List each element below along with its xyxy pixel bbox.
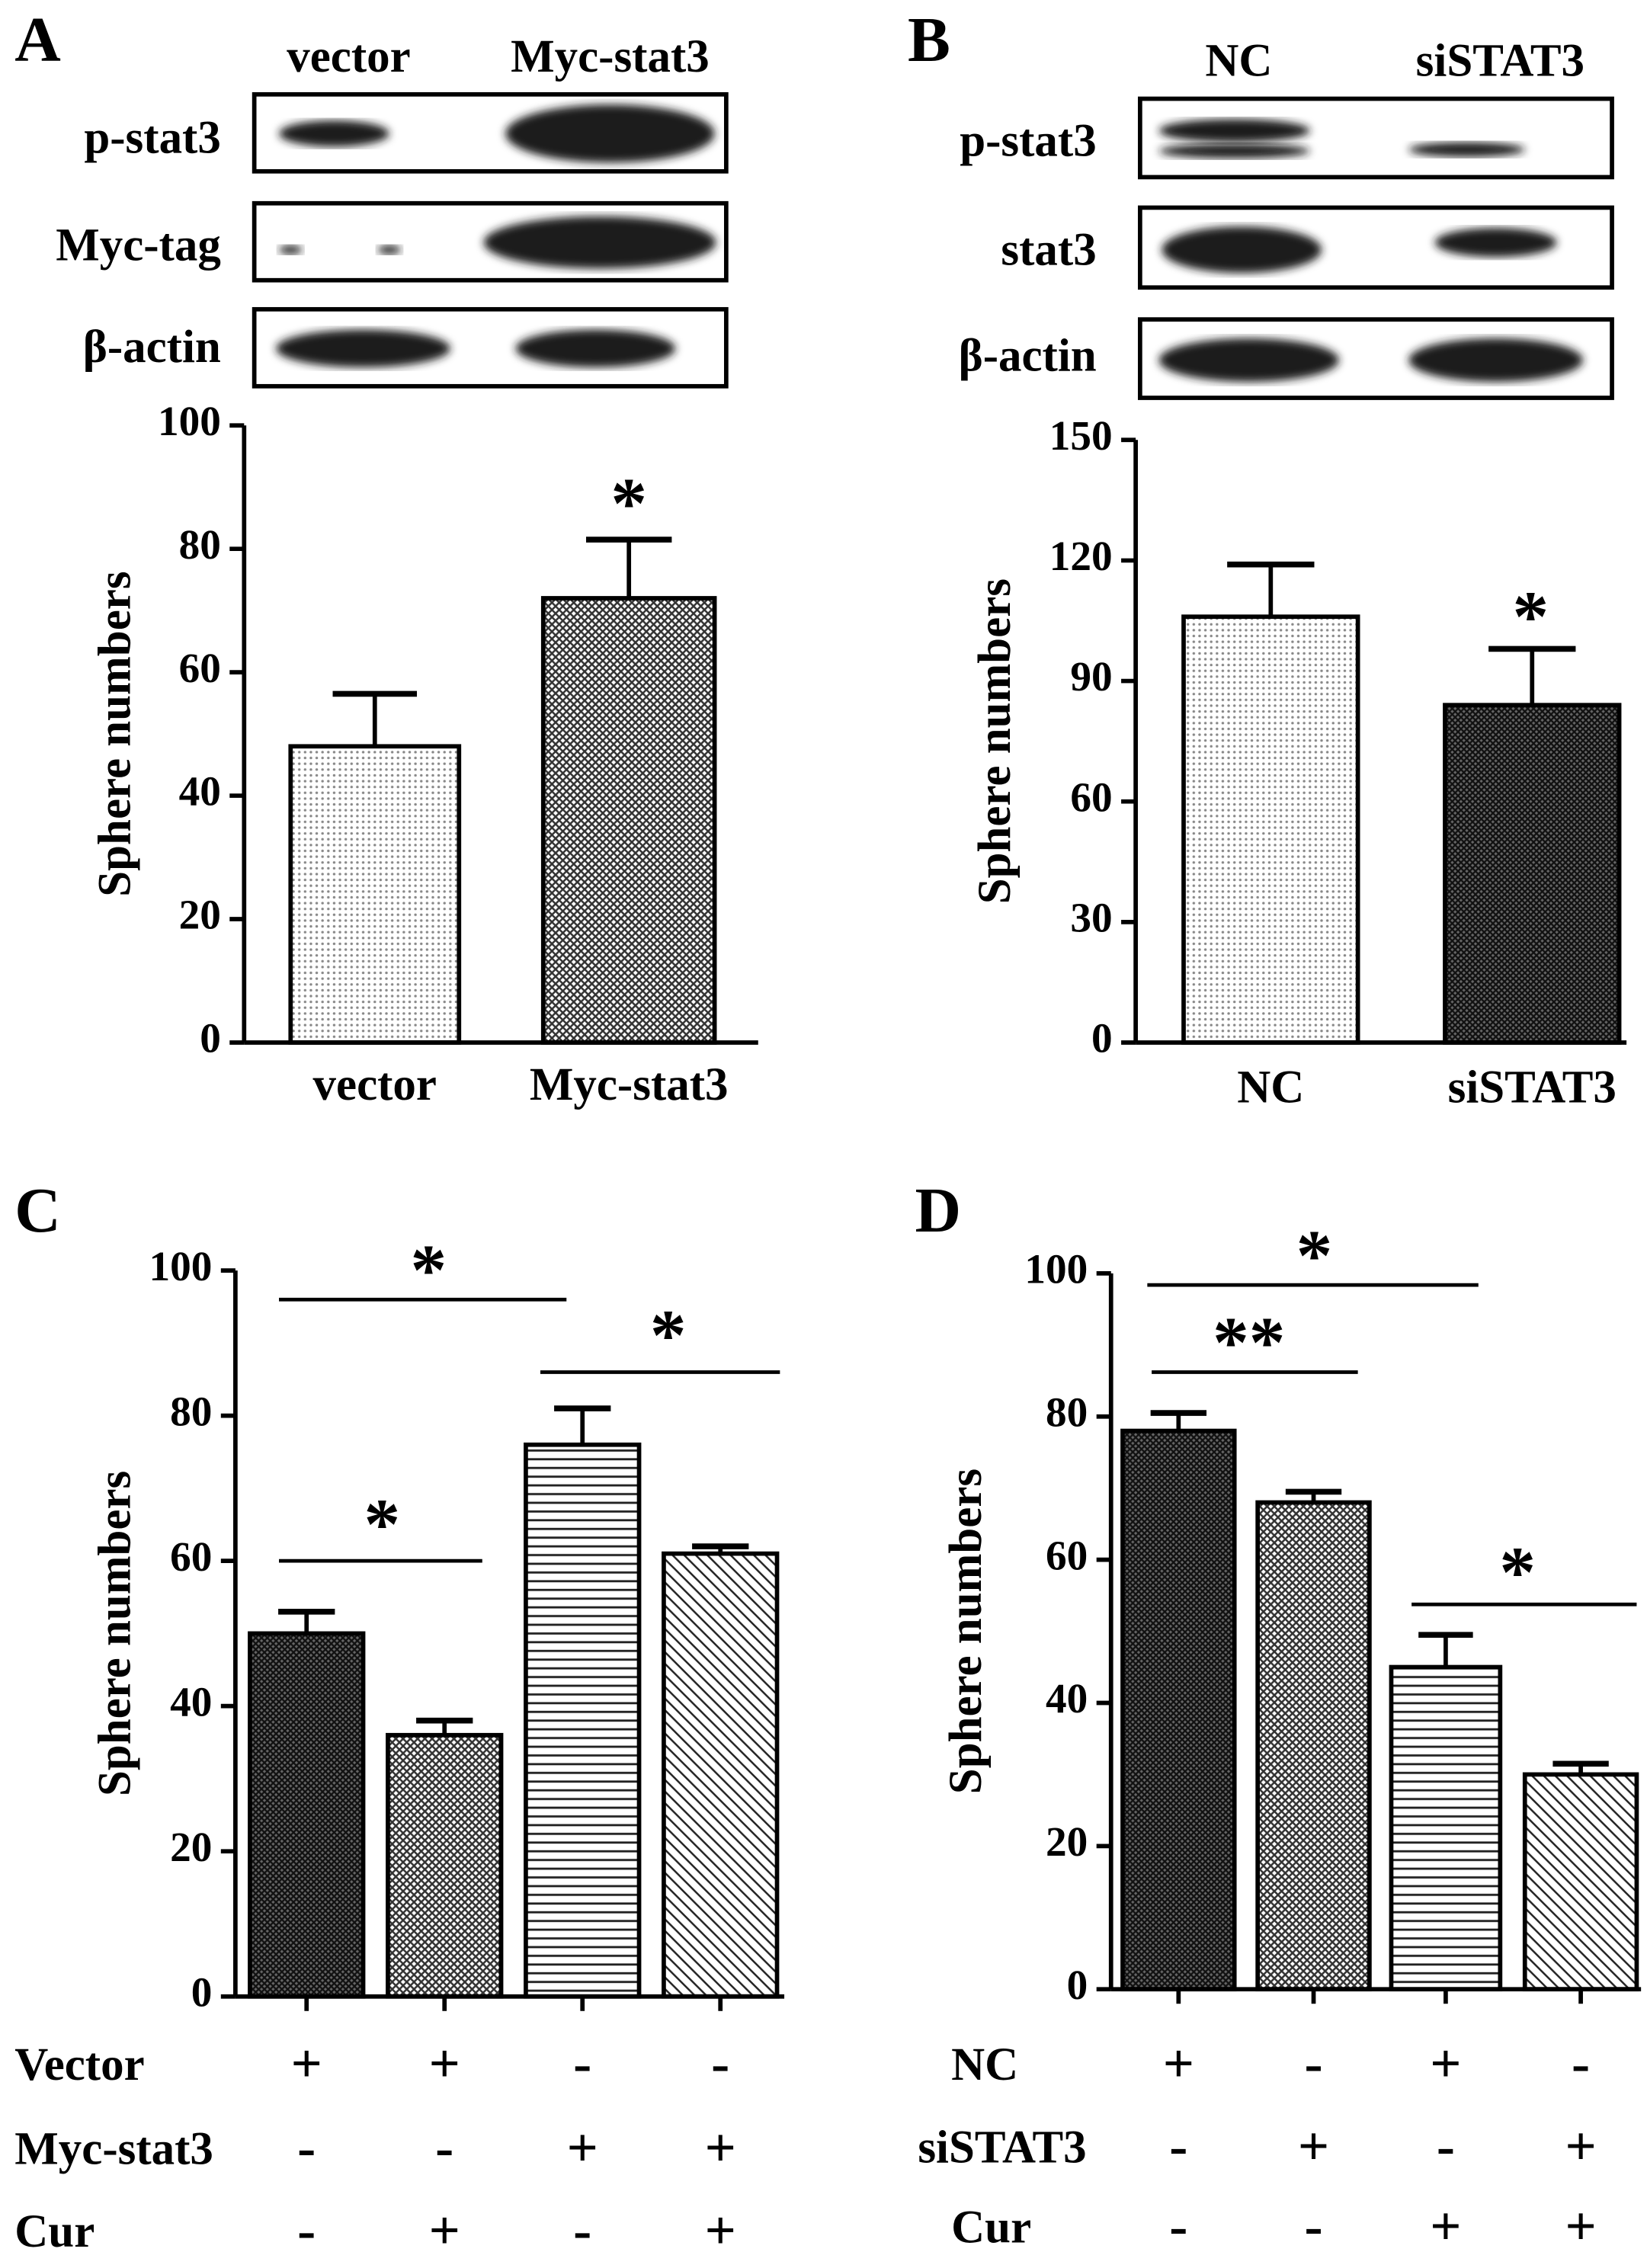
y-tick-label: 20: [170, 1824, 212, 1870]
condition-sign: -: [435, 2116, 453, 2178]
y-tick-label: 0: [191, 1968, 213, 2015]
bar: [1443, 703, 1622, 1045]
significance-mark: *: [610, 463, 647, 544]
condition-sign: -: [1304, 2195, 1322, 2257]
condition-label: Cur: [951, 2202, 1031, 2253]
condition-sign: -: [573, 2199, 591, 2261]
row-label: β-actin: [83, 322, 221, 373]
lane-label: siSTAT3: [1416, 36, 1585, 87]
bar: [1522, 1772, 1639, 1992]
condition-sign: +: [429, 2033, 460, 2094]
y-tick-label: 60: [179, 645, 221, 691]
bar: [540, 596, 717, 1045]
y-tick-label: 100: [1024, 1246, 1088, 1293]
panel-letter: B: [908, 5, 950, 75]
panel-letter: A: [14, 5, 61, 75]
bar: [1181, 614, 1360, 1045]
y-tick-label: 100: [149, 1243, 213, 1289]
bar: [386, 1732, 504, 1999]
condition-sign: -: [1304, 2033, 1322, 2094]
condition-sign: -: [1572, 2033, 1590, 2094]
condition-sign: -: [1169, 2115, 1187, 2177]
y-tick-label: 60: [1070, 774, 1112, 820]
bar: [248, 1631, 366, 1999]
condition-sign: +: [1298, 2115, 1329, 2177]
condition-sign: +: [1565, 2115, 1596, 2177]
y-tick-label: 40: [179, 768, 221, 815]
y-tick-label: 90: [1070, 653, 1112, 700]
y-tick-label: 40: [1046, 1675, 1088, 1722]
y-tick-label: 80: [170, 1388, 212, 1434]
bar: [524, 1442, 642, 1999]
bar: [1389, 1664, 1503, 1992]
condition-sign: +: [1565, 2195, 1596, 2257]
y-tick-label: 60: [1046, 1532, 1088, 1578]
condition-sign: +: [1430, 2195, 1461, 2257]
row-label: p-stat3: [84, 113, 220, 164]
condition-sign: -: [297, 2199, 316, 2261]
x-tick-label: NC: [1237, 1062, 1304, 1113]
condition-sign: +: [705, 2116, 736, 2178]
significance-mark: *: [364, 1484, 400, 1565]
bar: [1120, 1428, 1237, 1992]
condition-label: Myc-stat3: [14, 2123, 213, 2174]
lane-label: NC: [1205, 36, 1272, 87]
condition-label: NC: [951, 2039, 1018, 2090]
condition-sign: -: [1169, 2195, 1187, 2257]
y-axis-label: Sphere numbers: [89, 1471, 140, 1796]
y-axis-label: Sphere numbers: [969, 578, 1021, 904]
significance-mark: *: [1296, 1215, 1333, 1296]
condition-label: Cur: [14, 2206, 95, 2257]
bar: [1255, 1500, 1372, 1992]
x-tick-label: vector: [313, 1059, 437, 1110]
y-tick-label: 0: [1091, 1015, 1113, 1062]
condition-sign: -: [573, 2033, 591, 2094]
y-tick-label: 80: [179, 521, 221, 568]
y-tick-label: 20: [1046, 1818, 1088, 1865]
significance-mark: *: [1499, 1532, 1536, 1613]
lane-label: vector: [287, 31, 410, 82]
y-tick-label: 120: [1049, 533, 1113, 579]
bar: [288, 744, 462, 1045]
row-label: p-stat3: [960, 116, 1096, 167]
row-label: Myc-tag: [56, 220, 221, 271]
row-label: β-actin: [959, 330, 1097, 381]
condition-sign: +: [567, 2116, 598, 2178]
condition-sign: +: [429, 2199, 460, 2261]
y-axis-label: Sphere numbers: [940, 1469, 992, 1794]
significance-mark: **: [1213, 1302, 1285, 1383]
condition-sign: +: [1430, 2033, 1461, 2094]
y-tick-label: 0: [1067, 1962, 1088, 2008]
panel-letter: C: [14, 1175, 61, 1246]
significance-mark: *: [410, 1229, 447, 1310]
significance-mark: *: [1513, 576, 1549, 657]
condition-sign: -: [711, 2033, 729, 2094]
bar: [662, 1551, 780, 1999]
condition-sign: +: [291, 2033, 322, 2094]
x-tick-label: siSTAT3: [1448, 1062, 1617, 1113]
condition-sign: -: [1437, 2115, 1455, 2177]
y-tick-label: 20: [179, 892, 221, 938]
y-tick-label: 80: [1046, 1389, 1088, 1435]
y-tick-label: 150: [1049, 412, 1113, 459]
row-label: stat3: [1001, 224, 1096, 275]
x-tick-label: Myc-stat3: [530, 1059, 729, 1110]
panel-letter: D: [915, 1175, 962, 1246]
y-tick-label: 60: [170, 1533, 212, 1580]
condition-sign: -: [297, 2116, 316, 2178]
condition-label: Vector: [14, 2039, 144, 2090]
blots: [252, 91, 1614, 400]
significance-mark: *: [650, 1295, 687, 1376]
condition-label: siSTAT3: [918, 2122, 1086, 2174]
y-tick-label: 100: [158, 398, 221, 444]
y-tick-label: 40: [170, 1678, 212, 1725]
condition-sign: +: [1163, 2033, 1194, 2094]
y-tick-label: 0: [200, 1015, 221, 1062]
y-tick-label: 30: [1070, 895, 1112, 941]
lane-label: Myc-stat3: [511, 31, 710, 82]
y-axis-label: Sphere numbers: [89, 571, 140, 896]
condition-sign: +: [705, 2199, 736, 2261]
